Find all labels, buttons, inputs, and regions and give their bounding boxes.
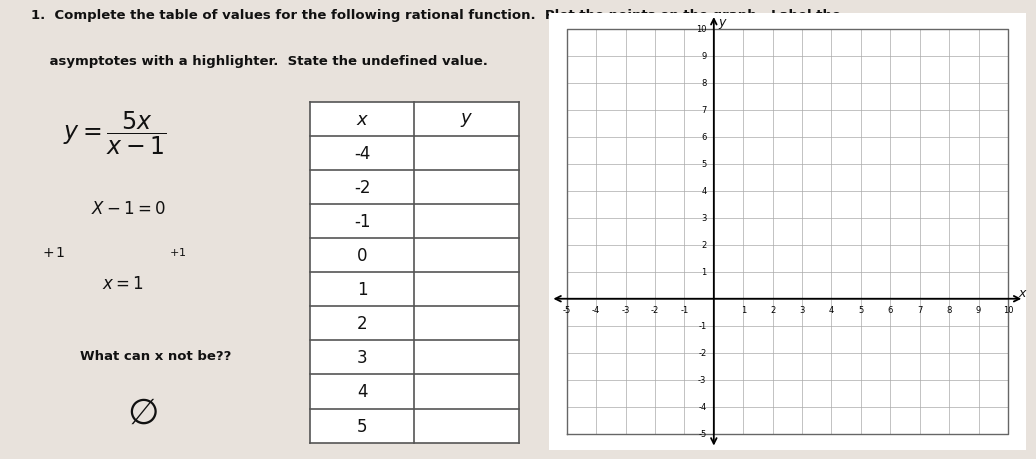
- Text: x: x: [1018, 286, 1026, 299]
- Text: 1.  Complete the table of values for the following rational function.  Plot the : 1. Complete the table of values for the …: [31, 9, 841, 22]
- Text: $x$: $x$: [355, 111, 369, 129]
- Text: 7: 7: [701, 106, 707, 115]
- Text: -4: -4: [698, 402, 707, 411]
- Bar: [310, 375, 519, 409]
- Text: 3: 3: [800, 306, 805, 315]
- Text: -3: -3: [698, 375, 707, 384]
- Text: 6: 6: [888, 306, 893, 315]
- Text: 10: 10: [696, 25, 707, 34]
- Bar: [310, 205, 519, 239]
- Text: 7: 7: [917, 306, 922, 315]
- Text: -1: -1: [681, 306, 689, 315]
- Text: 5: 5: [701, 160, 707, 169]
- Bar: [310, 239, 519, 273]
- Bar: [310, 409, 519, 442]
- Text: 2: 2: [770, 306, 775, 315]
- Bar: [310, 102, 519, 136]
- Text: 1: 1: [741, 306, 746, 315]
- Text: 4: 4: [701, 187, 707, 196]
- Text: 9: 9: [976, 306, 981, 315]
- Text: -5: -5: [563, 306, 571, 315]
- Text: 5: 5: [357, 417, 368, 435]
- Text: $y = \dfrac{5x}{x-1}$: $y = \dfrac{5x}{x-1}$: [63, 110, 167, 157]
- Text: 3: 3: [356, 349, 368, 367]
- Text: $\emptyset$: $\emptyset$: [126, 396, 157, 430]
- Bar: [310, 307, 519, 341]
- Text: 0: 0: [357, 246, 368, 264]
- Text: -4: -4: [592, 306, 600, 315]
- Bar: [310, 136, 519, 171]
- Text: -4: -4: [354, 145, 371, 162]
- Text: What can x not be??: What can x not be??: [80, 350, 231, 363]
- Text: 2: 2: [701, 241, 707, 250]
- Text: -5: -5: [698, 429, 707, 438]
- Text: 1: 1: [356, 280, 368, 299]
- Bar: [310, 171, 519, 205]
- Text: -1: -1: [354, 213, 371, 230]
- Text: $+1$: $+1$: [169, 246, 186, 257]
- Text: 4: 4: [357, 383, 368, 401]
- Text: 9: 9: [701, 52, 707, 62]
- Text: 2: 2: [356, 314, 368, 333]
- Text: 8: 8: [701, 79, 707, 88]
- Text: $x = 1$: $x = 1$: [103, 274, 144, 292]
- Text: $X - 1 = 0$: $X - 1 = 0$: [91, 199, 166, 217]
- Text: -1: -1: [698, 321, 707, 330]
- Text: -2: -2: [354, 179, 371, 196]
- Bar: [310, 341, 519, 375]
- Text: y: y: [718, 17, 725, 29]
- Text: 5: 5: [858, 306, 864, 315]
- Text: 8: 8: [947, 306, 952, 315]
- Text: asymptotes with a highlighter.  State the undefined value.: asymptotes with a highlighter. State the…: [31, 55, 488, 67]
- Text: 4: 4: [829, 306, 834, 315]
- Text: -3: -3: [622, 306, 630, 315]
- Text: -2: -2: [651, 306, 659, 315]
- Text: 6: 6: [701, 133, 707, 142]
- Text: 3: 3: [701, 214, 707, 223]
- Text: $y$: $y$: [460, 111, 473, 129]
- Text: 10: 10: [1003, 306, 1013, 315]
- Text: 1: 1: [701, 268, 707, 277]
- Text: $+\,1$: $+\,1$: [42, 246, 65, 260]
- Bar: [310, 273, 519, 307]
- Text: -2: -2: [698, 348, 707, 358]
